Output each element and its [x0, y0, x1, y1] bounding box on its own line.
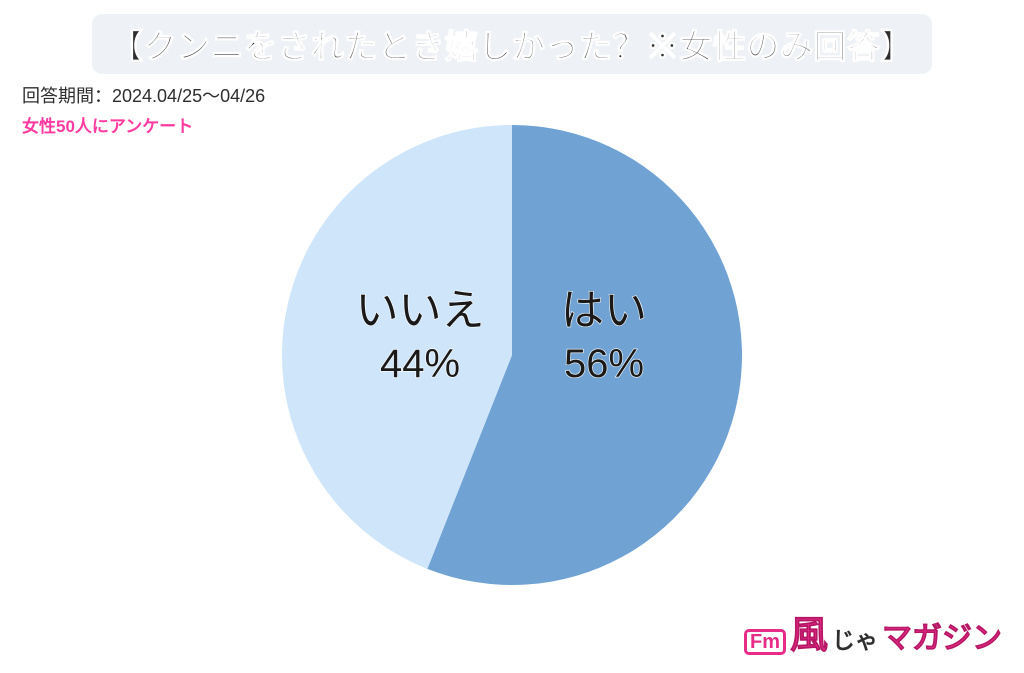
- logo-magazine: マガジン: [882, 613, 1002, 657]
- title-box: 【クンニをされたとき嬉しかった？※女性のみ回答】: [92, 14, 932, 74]
- survey-period: 回答期間：2024.04/25～04/26: [22, 82, 265, 108]
- meta-block: 回答期間：2024.04/25～04/26 女性50人にアンケート: [22, 82, 265, 137]
- brand-logo: Fm 風 じゃ マガジン: [744, 604, 1002, 659]
- pie-svg: [282, 125, 742, 585]
- logo-fm: Fm: [744, 629, 786, 655]
- logo-kaze: 風: [790, 604, 828, 659]
- logo-ja: じゃ: [832, 621, 878, 655]
- chart-title: 【クンニをされたとき嬉しかった？※女性のみ回答】: [110, 28, 914, 65]
- survey-sample: 女性50人にアンケート: [22, 112, 265, 137]
- pie-chart: はい56%いいえ44%: [282, 125, 742, 585]
